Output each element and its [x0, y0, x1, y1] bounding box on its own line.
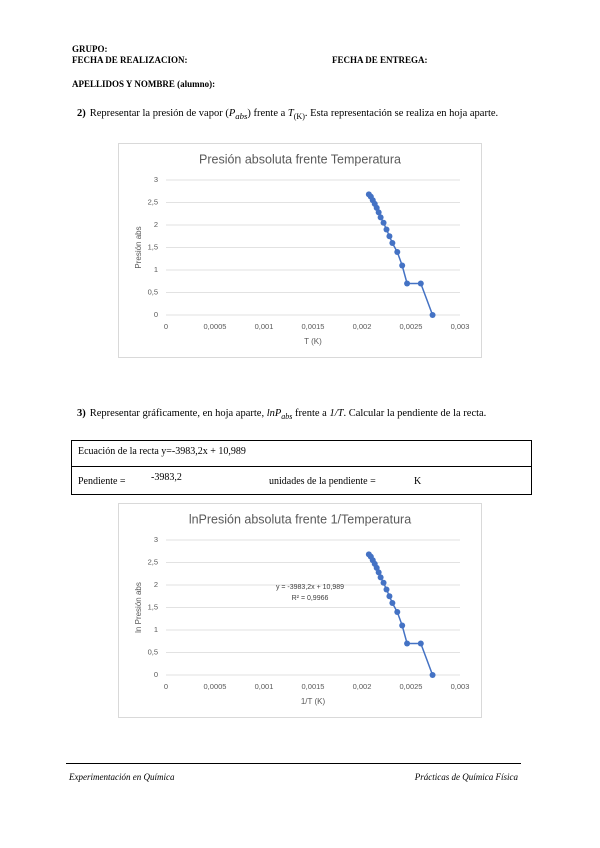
section-2: 2) Representar la presión de vapor (Pabs)… [77, 106, 538, 124]
footer-right: Prácticas de Química Física [414, 772, 518, 782]
x-tick-label: 0,003 [451, 322, 470, 331]
data-point [375, 209, 382, 216]
x-tick-label: 0 [164, 322, 168, 331]
text: Representar gráficamente, en hoja aparte… [89, 408, 267, 419]
data-point [429, 672, 436, 678]
data-point [389, 240, 396, 246]
x-tick-label: 0,0005 [204, 322, 227, 331]
y-tick-label: 0 [154, 670, 158, 679]
y-tick-label: 2 [154, 580, 158, 589]
section-number: 2) [77, 108, 86, 119]
table-row: Ecuación de la recta y=-3983,2x + 10,989 [72, 441, 531, 466]
x-axis-label: 1/T (K) [301, 697, 326, 706]
symbol: lnP [266, 408, 282, 419]
data-point [417, 280, 424, 287]
y-axis-label: ln Presión abs [134, 582, 143, 633]
x-axis-label: T (K) [304, 337, 322, 346]
data-point [383, 586, 390, 593]
data-point [373, 204, 380, 211]
data-point [377, 574, 384, 581]
table-cell: K [414, 476, 422, 487]
x-tick-label: 0,0015 [302, 682, 325, 691]
data-point [399, 622, 406, 629]
x-tick-label: 0,0015 [302, 322, 325, 331]
y-tick-label: 1 [154, 265, 158, 274]
x-tick-label: 0,001 [255, 682, 274, 691]
y-tick-label: 1 [154, 625, 158, 634]
footer-left: Experimentación en Química [69, 772, 175, 782]
y-axis-label: Presión abs [134, 226, 143, 268]
symbol: 1/T [329, 408, 344, 419]
data-point [380, 579, 387, 586]
data-point [386, 233, 393, 240]
y-tick-label: 0 [154, 310, 158, 319]
data-point [404, 640, 411, 647]
chart: lnPresión absoluta frente 1/Temperatura 0… [118, 503, 482, 718]
y-tick-label: 2 [154, 220, 158, 229]
y-tick-label: 0,5 [148, 287, 158, 296]
y-tick-label: 2,5 [148, 197, 158, 206]
y-tick-label: 2,5 [148, 557, 158, 566]
text: . Esta representación se realiza en hoja… [304, 108, 499, 119]
symbol: abs [235, 111, 248, 122]
date-done-label: FECHA DE REALIZACION: [72, 55, 188, 65]
y-tick-label: 3 [154, 535, 158, 544]
y-tick-label: 1,5 [148, 602, 158, 611]
group-label: GRUPO: [72, 44, 108, 54]
data-point [417, 640, 424, 647]
date-due-label: FECHA DE ENTREGA: [332, 55, 428, 65]
data-point [383, 226, 390, 233]
trendline-label: R² = 0,9966 [292, 595, 329, 602]
text: . Calcular la pendiente de la recta. [343, 408, 487, 419]
data-point [399, 262, 406, 269]
section-3: 3) Representar gráficamente, en hoja apar… [77, 406, 525, 424]
data-point [394, 249, 401, 255]
data-point [386, 593, 393, 600]
name-label: APELLIDOS Y NOMBRE (alumno): [72, 79, 216, 89]
data-point [377, 214, 384, 221]
chart-title: Presión absoluta frente Temperatura [199, 152, 401, 166]
data-point [389, 600, 396, 606]
table-cell: -3983,2 [151, 472, 182, 483]
table-cell: unidades de la pendiente = [269, 476, 376, 487]
chart-title: lnPresión absoluta frente 1/Temperatura [189, 512, 411, 526]
section-number: 3) [77, 408, 86, 419]
trendline-label: y = -3983,2x + 10,989 [276, 584, 344, 591]
symbol: abs [281, 412, 293, 422]
text: frente a [292, 408, 330, 419]
data-point [380, 219, 387, 226]
symbol: (K) [293, 112, 305, 122]
table-cell: Pendiente = [78, 476, 126, 487]
y-tick-label: 3 [154, 175, 158, 184]
x-tick-label: 0,0025 [400, 322, 423, 331]
x-tick-label: 0,001 [255, 322, 274, 331]
symbol: P [228, 108, 236, 119]
x-tick-label: 0,0005 [204, 682, 227, 691]
x-tick-label: 0,003 [451, 682, 470, 691]
table-row: Pendiente = -3983,2 unidades de la pendi… [72, 466, 531, 494]
slope-table: Ecuación de la recta y=-3983,2x + 10,989… [71, 440, 532, 495]
text: Representar la presión de vapor ( [89, 108, 229, 119]
footer-rule [66, 763, 521, 764]
chart: Presión absoluta frente Temperatura 0 0,5 1… [118, 143, 482, 358]
data-point [429, 312, 436, 318]
x-tick-label: 0,0025 [400, 682, 423, 691]
x-tick-label: 0,002 [353, 322, 372, 331]
table-cell: Ecuación de la recta y=-3983,2x + 10,989 [78, 446, 246, 457]
data-point [373, 564, 380, 571]
x-tick-label: 0 [164, 682, 168, 691]
text: ) frente a [247, 108, 288, 119]
data-point [394, 609, 401, 615]
x-tick-label: 0,002 [353, 682, 372, 691]
y-tick-label: 0,5 [148, 647, 158, 656]
chart-frame [118, 503, 482, 718]
chart-frame [118, 143, 482, 358]
y-tick-label: 1,5 [148, 242, 158, 251]
data-point [375, 569, 382, 576]
data-point [404, 280, 411, 287]
symbol: T [287, 108, 294, 119]
